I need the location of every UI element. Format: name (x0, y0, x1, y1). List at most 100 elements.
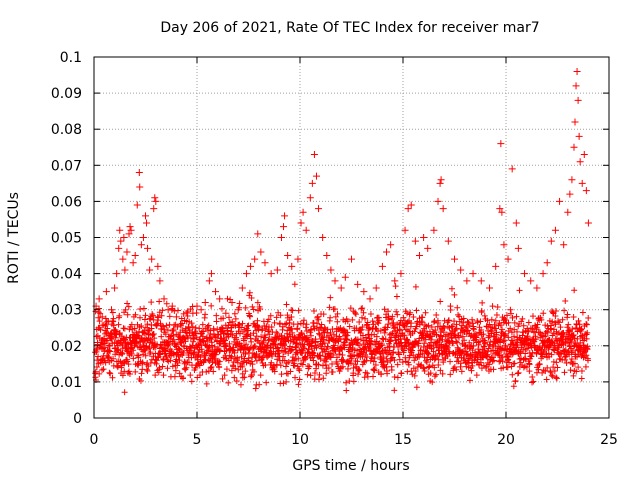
roti-point (564, 311, 571, 318)
roti-point (523, 364, 530, 371)
roti-point (450, 340, 457, 347)
roti-point (98, 313, 106, 321)
roti-point (317, 356, 324, 363)
roti-point (262, 334, 269, 341)
roti-point (557, 324, 564, 331)
roti-point (102, 288, 110, 296)
roti-point (508, 165, 516, 173)
roti-point (187, 372, 194, 379)
roti-point (584, 343, 591, 350)
roti-point (548, 351, 555, 358)
roti-point (463, 323, 470, 330)
roti-point (507, 325, 514, 332)
roti-point (207, 270, 215, 278)
roti-point (131, 252, 139, 260)
roti-point (191, 335, 198, 342)
roti-point (216, 358, 223, 365)
roti-point (125, 361, 132, 368)
roti-point (181, 317, 189, 325)
roti-point (505, 354, 512, 361)
roti-point (137, 241, 145, 249)
roti-point (326, 304, 333, 311)
roti-point (182, 338, 189, 345)
roti-point (323, 252, 331, 260)
roti-point (258, 333, 265, 340)
roti-point (445, 317, 452, 324)
roti-point (308, 179, 316, 187)
roti-point (205, 277, 213, 285)
roti-point (210, 368, 217, 375)
roti-point (154, 354, 161, 361)
roti-point (130, 355, 137, 362)
roti-point (183, 364, 190, 371)
roti-point (366, 295, 374, 303)
axis-ticks: 0 5 10 15 20 25 0 0.01 0.02 0.03 0.04 0.05 0.06 0.07 0… (51, 50, 618, 448)
roti-point (350, 370, 357, 377)
roti-point (170, 326, 177, 333)
roti-point (525, 328, 532, 335)
roti-point (132, 368, 139, 375)
roti-point (444, 237, 452, 245)
roti-point (459, 333, 466, 340)
roti-point (439, 336, 446, 343)
roti-point (280, 353, 287, 360)
roti-point (469, 316, 476, 323)
roti-point (359, 305, 366, 312)
roti-point (407, 201, 415, 209)
roti-point (351, 309, 358, 316)
roti-point (575, 132, 583, 140)
roti-point (570, 331, 577, 338)
roti-point (137, 314, 144, 321)
y-tick-label: 0.05 (51, 231, 82, 247)
roti-point (250, 330, 257, 337)
roti-point (514, 244, 522, 252)
roti-point (479, 299, 486, 306)
roti-point (159, 307, 166, 314)
roti-point (310, 357, 317, 364)
roti-point (363, 334, 370, 341)
roti-point (248, 372, 255, 379)
roti-point (277, 312, 284, 319)
x-tick-label: 10 (291, 432, 309, 448)
roti-point (517, 336, 524, 343)
roti-point (183, 329, 190, 336)
roti-point (509, 371, 516, 378)
roti-point (127, 226, 135, 234)
roti-point (429, 379, 436, 386)
roti-point (232, 322, 239, 329)
roti-point (352, 311, 359, 318)
roti-point (391, 357, 398, 364)
roti-point (267, 270, 275, 278)
roti-point (536, 361, 543, 368)
roti-point (160, 323, 167, 330)
roti-point (192, 330, 199, 337)
roti-point (273, 314, 280, 321)
roti-point (380, 354, 387, 361)
roti-point (151, 335, 158, 342)
roti-point (110, 322, 117, 329)
roti-point (365, 324, 372, 331)
roti-point (514, 328, 521, 335)
roti-point (489, 324, 496, 331)
roti-point (289, 307, 296, 314)
roti-point (336, 333, 343, 340)
roti-point (223, 366, 230, 373)
roti-point (280, 223, 288, 231)
roti-point (282, 363, 289, 370)
roti-point (468, 352, 475, 359)
roti-point (130, 347, 137, 354)
roti-point (284, 252, 292, 260)
roti-point (218, 305, 225, 312)
roti-point (371, 367, 378, 374)
roti-point (510, 360, 517, 367)
roti-point (569, 347, 576, 354)
roti-point (231, 374, 238, 381)
roti-point (115, 244, 123, 252)
roti-point (578, 179, 586, 187)
roti-point (242, 270, 250, 278)
roti-point (478, 307, 485, 314)
roti-point (160, 372, 167, 379)
roti-point (372, 284, 380, 292)
roti-point (230, 344, 237, 351)
y-tick-label: 0.08 (51, 122, 82, 138)
